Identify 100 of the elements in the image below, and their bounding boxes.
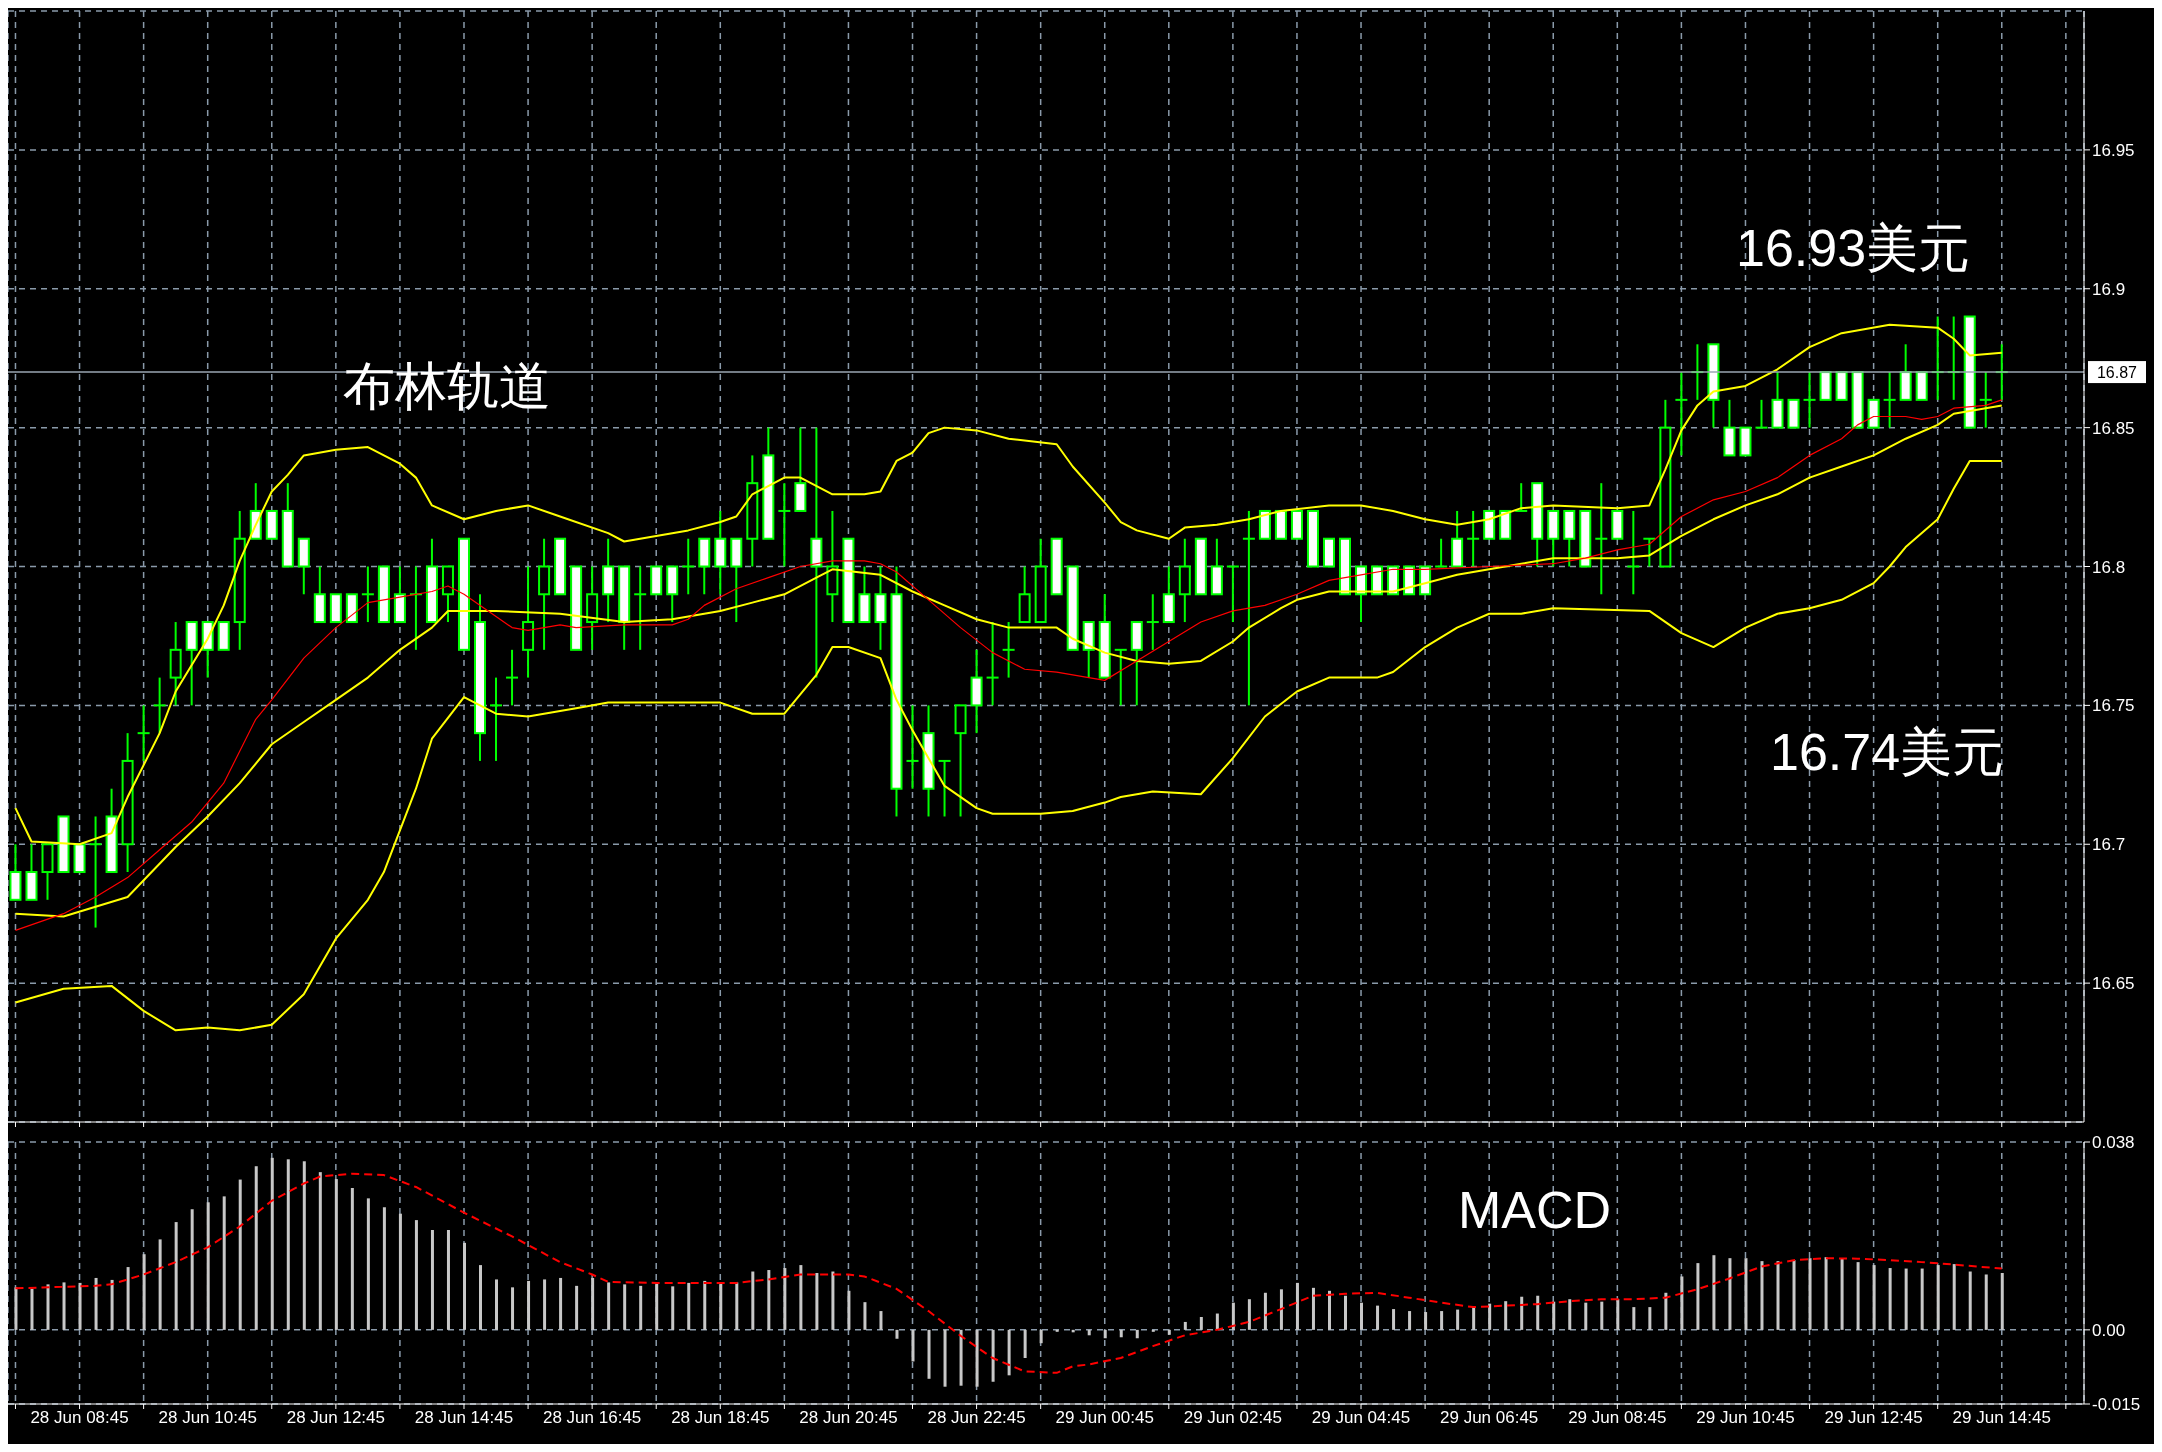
- bar: [879, 1311, 883, 1330]
- bar: [1504, 1301, 1508, 1330]
- bar: [1840, 1258, 1844, 1330]
- bar: [751, 1271, 755, 1330]
- bar: [2000, 1273, 2004, 1330]
- candlestick: [937, 759, 952, 818]
- bar: [1263, 1292, 1267, 1330]
- bar: [1472, 1307, 1476, 1330]
- bar: [511, 1287, 515, 1330]
- bar: [222, 1196, 226, 1330]
- candlestick: [810, 426, 823, 679]
- x-tick-label: 28 Jun 22:45: [927, 1408, 1026, 1428]
- bar: [430, 1229, 434, 1330]
- y-tick-label: -0.015: [2092, 1395, 2141, 1415]
- x-tick-label: 29 Jun 06:45: [1440, 1408, 1539, 1428]
- bar: [1552, 1301, 1556, 1330]
- bar: [1792, 1260, 1796, 1330]
- bar: [1952, 1264, 1956, 1330]
- candlestick: [1882, 371, 1897, 429]
- x-tick-label: 28 Jun 20:45: [799, 1408, 898, 1428]
- x-tick-label: 28 Jun 12:45: [286, 1408, 385, 1428]
- annotation: MACD: [1458, 1181, 1612, 1240]
- bar: [1664, 1292, 1668, 1330]
- bar: [414, 1220, 418, 1330]
- bar: [1808, 1258, 1812, 1330]
- bar: [1392, 1309, 1396, 1330]
- bar: [1103, 1329, 1107, 1339]
- annotation: 布林轨道: [343, 357, 551, 416]
- candlestick: [1754, 398, 1769, 429]
- candlestick: [505, 648, 520, 707]
- candlestick: [489, 676, 504, 762]
- bar: [1824, 1257, 1828, 1330]
- bar: [318, 1172, 322, 1330]
- x-tick-label: 29 Jun 08:45: [1568, 1408, 1667, 1428]
- bar: [1039, 1329, 1043, 1344]
- annotation: 16.74美元: [1770, 723, 2005, 782]
- x-tick-label: 28 Jun 08:45: [30, 1408, 129, 1428]
- bar: [559, 1277, 563, 1330]
- bar: [1584, 1302, 1588, 1330]
- bar: [1247, 1299, 1251, 1330]
- bar: [1231, 1302, 1235, 1330]
- bar: [543, 1279, 547, 1330]
- bar: [78, 1282, 82, 1330]
- bar: [1616, 1299, 1620, 1330]
- bar: [1696, 1263, 1700, 1330]
- candlestick: [1626, 509, 1641, 596]
- bar: [783, 1268, 787, 1330]
- bar: [14, 1287, 18, 1330]
- bar: [110, 1279, 114, 1330]
- bar: [815, 1273, 819, 1330]
- y-tick-label: 16.75: [2092, 696, 2135, 716]
- bar: [975, 1329, 979, 1387]
- bar: [1279, 1289, 1283, 1330]
- bar: [1376, 1305, 1380, 1330]
- bar: [1680, 1276, 1684, 1330]
- bar: [1888, 1268, 1892, 1330]
- x-tick-label: 28 Jun 10:45: [158, 1408, 257, 1428]
- bar: [911, 1329, 915, 1362]
- bar: [462, 1242, 466, 1330]
- x-tick-label: 29 Jun 12:45: [1824, 1408, 1923, 1428]
- candlestick: [1225, 565, 1240, 624]
- bar: [1456, 1309, 1460, 1330]
- bar: [1424, 1312, 1428, 1330]
- bar: [863, 1302, 867, 1330]
- bar: [1536, 1295, 1540, 1330]
- bar: [1007, 1329, 1011, 1376]
- bar: [1488, 1303, 1492, 1330]
- annotation: 16.93美元: [1736, 219, 1971, 278]
- bar: [1936, 1265, 1940, 1330]
- bar: [687, 1282, 691, 1330]
- y-tick-label: 0.00: [2092, 1320, 2126, 1340]
- candlestick: [88, 815, 103, 929]
- bar: [190, 1209, 194, 1330]
- x-tick-label: 29 Jun 02:45: [1183, 1408, 1283, 1428]
- bar: [1648, 1307, 1652, 1330]
- bar: [591, 1277, 595, 1330]
- bar: [174, 1222, 178, 1330]
- bar: [1920, 1268, 1924, 1330]
- x-tick-label: 29 Jun 14:45: [1952, 1408, 2051, 1428]
- bar: [1311, 1287, 1315, 1330]
- bar: [1568, 1299, 1572, 1330]
- bar: [1087, 1329, 1091, 1336]
- bar: [1183, 1321, 1187, 1330]
- bar: [1968, 1271, 1972, 1330]
- x-tick-label: 28 Jun 14:45: [414, 1408, 514, 1428]
- bar: [142, 1254, 146, 1330]
- candlestick: [1642, 537, 1657, 568]
- bar: [1408, 1311, 1412, 1330]
- bar: [366, 1198, 370, 1330]
- bar: [735, 1282, 739, 1330]
- bar: [847, 1290, 851, 1330]
- bar: [1728, 1258, 1732, 1330]
- bar: [943, 1329, 947, 1387]
- bar: [831, 1271, 835, 1330]
- x-tick-label: 29 Jun 00:45: [1055, 1408, 1154, 1428]
- x-tick-label: 28 Jun 18:45: [671, 1408, 770, 1428]
- bar: [1744, 1258, 1748, 1330]
- bar: [1776, 1261, 1780, 1330]
- bar: [30, 1288, 34, 1330]
- bar: [1199, 1317, 1203, 1330]
